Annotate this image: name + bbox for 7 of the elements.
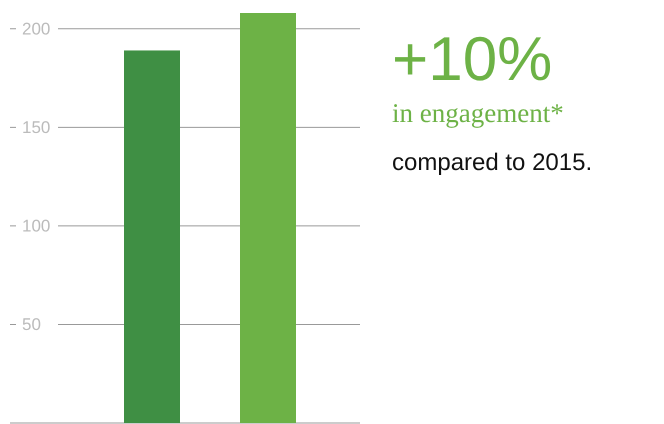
y-tick-label: 150 bbox=[22, 118, 50, 137]
text: compared to 2015. bbox=[392, 149, 592, 176]
text: in engagement* bbox=[392, 98, 564, 128]
y-tick-label: 100 bbox=[22, 216, 50, 236]
y-tick-label: 200 bbox=[22, 19, 50, 38]
y-tick-label: 50 bbox=[22, 314, 41, 334]
text: +10% bbox=[392, 25, 552, 94]
